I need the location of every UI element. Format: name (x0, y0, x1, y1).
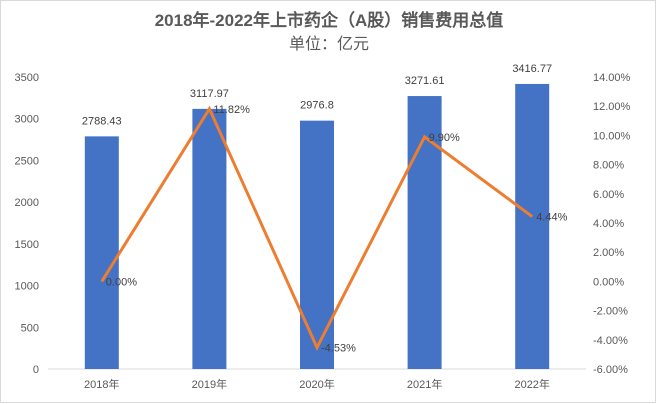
right-tick-label: 6.00% (593, 189, 624, 201)
bar (407, 96, 442, 369)
right-tick-label: -6.00% (593, 364, 628, 376)
chart-title: 2018年-2022年上市药企（A股）销售费用总值 (155, 10, 504, 30)
left-tick-label: 0 (33, 364, 39, 376)
bar-data-labels: 2788.43 3117.97 2976.8 3271.61 3416.77 (82, 63, 552, 127)
bar-value-label: 2976.8 (300, 100, 334, 112)
bar-value-label: 3117.97 (190, 88, 229, 100)
x-tick-label: 2022年 (514, 377, 549, 391)
x-tick-label: 2018年 (84, 377, 119, 391)
left-tick-label: 2000 (15, 197, 39, 209)
x-tick-label: 2021年 (407, 377, 442, 391)
right-tick-label: 2.00% (593, 247, 624, 259)
bar (515, 83, 550, 370)
bar (84, 136, 119, 369)
left-tick-label: 3000 (15, 114, 39, 126)
line-value-label: 11.82% (213, 104, 250, 116)
right-tick-label: 12.00% (593, 101, 631, 113)
bar-value-label: 3271.61 (405, 75, 445, 87)
line-data-labels: 0.00% 11.82% -4.53% 9.90% 4.44% (106, 104, 568, 355)
left-tick-label: 500 (21, 322, 39, 334)
x-axis-ticks: 2018年 2019年 2020年 2021年 2022年 (84, 377, 550, 391)
bar-series (84, 83, 550, 370)
right-tick-label: 4.00% (593, 218, 624, 230)
bar (192, 108, 227, 369)
right-tick-label: -4.00% (593, 335, 628, 347)
line-value-label: -4.53% (321, 343, 356, 355)
chart-subtitle: 单位：亿元 (289, 35, 369, 53)
bar-value-label: 3416.77 (512, 63, 552, 75)
x-tick-label: 2019年 (192, 377, 227, 391)
line-value-label: 0.00% (106, 276, 137, 288)
line-value-label: 4.44% (536, 212, 567, 224)
right-tick-label: 14.00% (593, 72, 631, 84)
right-tick-label: -2.00% (593, 306, 628, 318)
right-tick-label: 10.00% (593, 130, 631, 142)
bar-value-label: 2788.43 (82, 115, 122, 127)
left-tick-label: 1000 (15, 281, 39, 293)
x-tick-label: 2020年 (299, 377, 334, 391)
line-value-label: 9.90% (429, 132, 460, 144)
left-tick-label: 1500 (15, 239, 39, 251)
left-tick-label: 3500 (15, 72, 39, 84)
growth-line (100, 105, 534, 352)
right-tick-label: 0.00% (593, 276, 624, 288)
bar (300, 120, 334, 369)
left-tick-label: 2500 (15, 155, 39, 167)
right-tick-label: 8.00% (593, 160, 624, 172)
growth-line-series (100, 105, 534, 352)
left-axis-ticks: 0 500 1000 1500 2000 2500 3000 3500 (15, 72, 39, 376)
right-axis-ticks: -6.00% -4.00% -2.00% 0.00% 2.00% 4.00% 6.00% 8.… (593, 72, 631, 376)
